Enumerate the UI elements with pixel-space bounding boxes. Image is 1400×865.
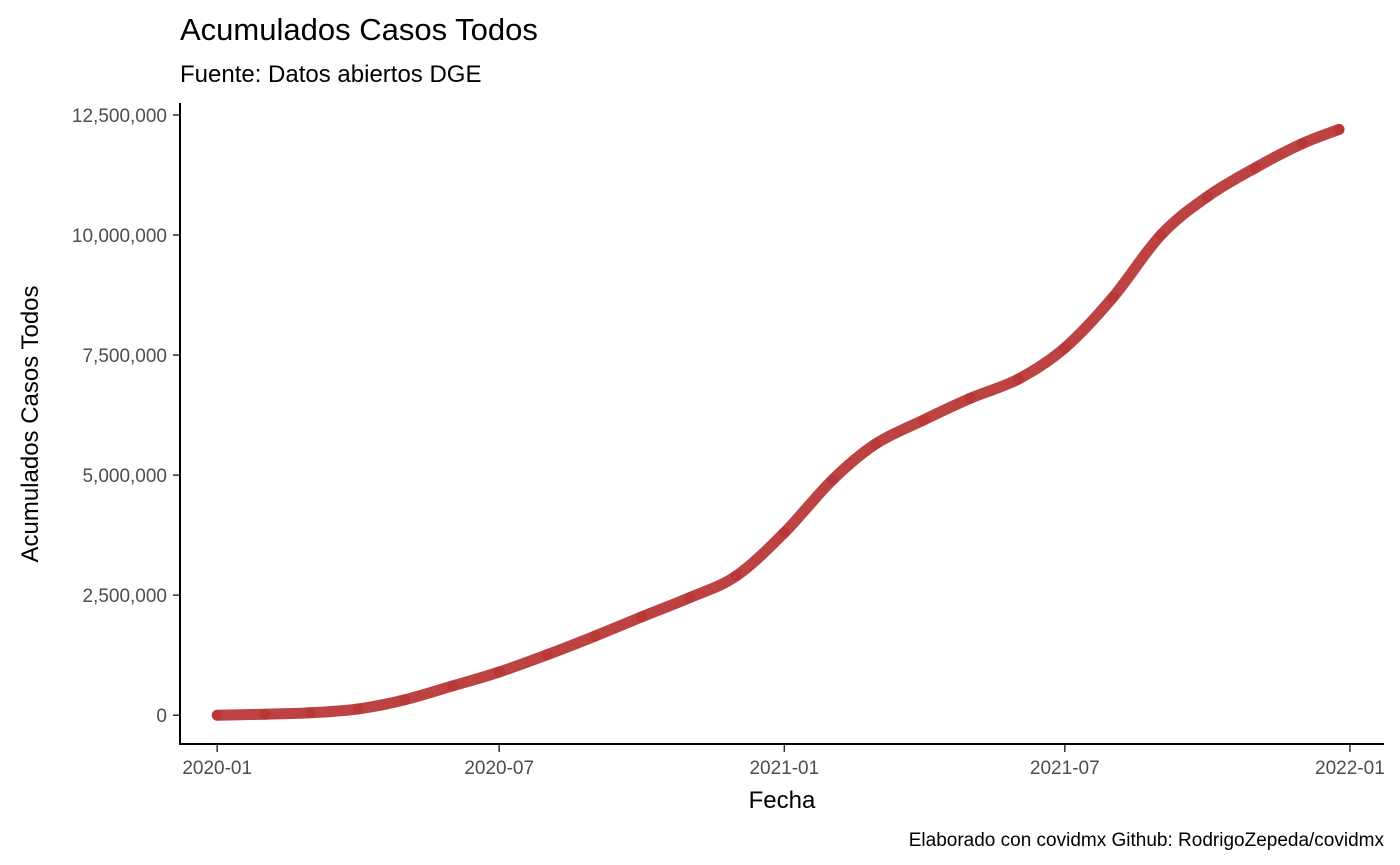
data-point <box>447 680 459 692</box>
data-point <box>1296 138 1308 150</box>
data-point <box>1249 162 1261 174</box>
data-point <box>730 570 742 582</box>
data-point <box>826 474 838 486</box>
data-point <box>636 611 648 623</box>
data-point <box>1333 123 1345 135</box>
x-axis-ticks: 2020-01 2020-07 2021-01 2021-07 2022-01 <box>182 744 1385 779</box>
data-point <box>304 707 316 719</box>
data-point <box>964 392 976 404</box>
data-point <box>918 414 930 426</box>
x-tick-label: 2020-01 <box>182 758 252 779</box>
data-point <box>1059 342 1071 354</box>
data-point <box>259 708 271 720</box>
chart-caption: Elaborado con covidmx Github: RodrigoZep… <box>909 830 1385 851</box>
data-point <box>870 438 882 450</box>
data-point <box>1107 292 1119 303</box>
data-point <box>589 630 601 642</box>
y-tick-label: 0 <box>156 706 167 727</box>
x-tick-label: 2021-01 <box>749 758 819 779</box>
x-tick-label: 2020-07 <box>464 758 534 779</box>
series-layer <box>211 123 1345 721</box>
data-point <box>399 694 411 706</box>
y-axis-title: Acumulados Casos Todos <box>17 285 44 562</box>
y-axis-ticks: 0 2,500,000 5,000,000 7,500,000 10,000,000 12… <box>72 106 180 727</box>
y-tick-label: 5,000,000 <box>82 466 167 487</box>
y-tick-label: 7,500,000 <box>82 346 167 367</box>
data-point <box>541 649 553 661</box>
data-point <box>1012 373 1024 385</box>
y-tick-label: 2,500,000 <box>82 586 167 607</box>
y-tick-label: 10,000,000 <box>72 226 167 247</box>
data-point <box>493 666 505 678</box>
x-axis-title: Fecha <box>749 787 816 814</box>
data-point <box>1155 229 1167 241</box>
chart-subtitle: Fuente: Datos abiertos DGE <box>180 61 481 88</box>
data-point <box>352 703 364 715</box>
y-tick-label: 12,500,000 <box>72 106 167 127</box>
x-tick-label: 2022-01 <box>1315 758 1385 779</box>
chart-title: Acumulados Casos Todos <box>180 12 538 47</box>
data-point <box>778 527 790 539</box>
data-point <box>211 709 223 721</box>
series-line <box>211 123 1345 721</box>
x-tick-label: 2021-07 <box>1030 758 1100 779</box>
data-point <box>1201 191 1213 203</box>
data-point <box>684 592 696 604</box>
